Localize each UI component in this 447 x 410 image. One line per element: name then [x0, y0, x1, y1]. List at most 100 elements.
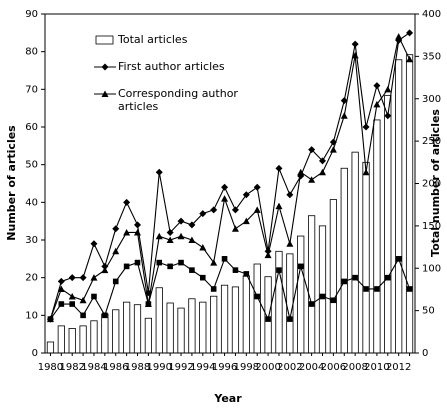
bar	[253, 263, 261, 354]
legend-label: First author articles	[118, 60, 225, 73]
point	[286, 240, 294, 247]
point	[340, 112, 348, 119]
point	[406, 55, 414, 63]
point	[210, 286, 217, 292]
point	[102, 312, 108, 319]
x-tick-label: 2006	[321, 362, 346, 373]
bar	[112, 309, 120, 354]
bar	[155, 287, 163, 354]
bar	[57, 325, 65, 354]
point	[91, 293, 97, 300]
point	[297, 263, 304, 270]
bar	[166, 302, 174, 354]
bar	[123, 301, 131, 354]
y2-tick-label: 350	[422, 51, 441, 62]
point	[351, 51, 359, 59]
point	[242, 191, 250, 199]
y-axis-title: Number of articles	[5, 125, 18, 241]
x-tick-label: 2004	[299, 362, 324, 373]
point	[123, 198, 131, 206]
x-axis-title: Year	[213, 392, 242, 405]
point	[68, 293, 76, 300]
point	[330, 297, 337, 304]
y-tick-label: 30	[25, 235, 38, 246]
point	[362, 168, 370, 176]
point	[112, 225, 120, 233]
bar	[199, 301, 207, 354]
point	[232, 267, 239, 273]
x-tick-label: 1992	[168, 362, 193, 373]
point	[57, 277, 65, 285]
y2-tick-label: 150	[422, 221, 441, 232]
point	[210, 259, 218, 266]
x-tick-label: 1990	[147, 362, 172, 373]
bar	[308, 215, 316, 354]
plot-frame	[44, 13, 416, 354]
bar	[46, 341, 55, 354]
x-tick-label: 1988	[125, 362, 150, 373]
bar	[188, 298, 196, 354]
point	[275, 202, 283, 210]
point	[231, 225, 239, 232]
x-tick-label: 2010	[364, 362, 389, 373]
point	[188, 236, 196, 243]
y2-tick-label: 100	[422, 263, 441, 274]
y2-tick-label: 250	[422, 136, 441, 147]
legend-label-box: Total articles	[118, 33, 188, 46]
point	[221, 195, 229, 202]
point	[155, 232, 163, 240]
point	[58, 301, 65, 307]
bar	[329, 199, 337, 354]
point	[80, 312, 86, 319]
point	[166, 236, 174, 243]
bar	[231, 286, 240, 354]
point	[253, 206, 261, 213]
point	[264, 251, 272, 259]
legend-label: Corresponding author articles	[118, 87, 238, 113]
y-tick-label: 0	[32, 348, 38, 359]
point	[319, 168, 326, 176]
x-tick-label: 2000	[255, 362, 280, 373]
point	[90, 240, 98, 248]
point	[155, 168, 163, 176]
point	[243, 271, 250, 277]
point	[112, 278, 119, 285]
point	[319, 157, 326, 165]
x-tick-label: 1996	[212, 362, 237, 373]
x-tick-label: 2008	[342, 362, 367, 373]
legend-label-box: First author articles	[118, 60, 225, 73]
point	[199, 274, 206, 281]
point	[221, 183, 229, 191]
bar	[405, 54, 414, 354]
y-tick-label: 60	[25, 122, 38, 133]
bar	[351, 151, 359, 354]
point	[47, 316, 54, 322]
point	[308, 301, 315, 307]
point	[123, 263, 130, 270]
bar	[242, 275, 250, 354]
point	[373, 82, 381, 90]
point	[275, 164, 283, 172]
point	[352, 274, 358, 281]
bar	[79, 325, 87, 354]
point	[265, 316, 271, 322]
x-tick-label: 1998	[234, 362, 259, 373]
bar	[340, 167, 348, 354]
point	[384, 274, 391, 281]
y-tick-label: 40	[25, 197, 38, 208]
point	[406, 29, 414, 37]
bar	[68, 328, 76, 354]
point	[341, 278, 348, 285]
point	[134, 259, 141, 266]
point	[68, 274, 76, 282]
point	[231, 206, 239, 214]
legend-label: Total articles	[118, 33, 188, 46]
x-tick-label: 1980	[38, 362, 63, 373]
point	[373, 100, 381, 108]
x-tick-label: 1982	[59, 362, 84, 373]
bar	[210, 295, 218, 354]
point	[374, 286, 380, 292]
y2-tick-label: 50	[422, 306, 435, 317]
point	[177, 232, 185, 240]
